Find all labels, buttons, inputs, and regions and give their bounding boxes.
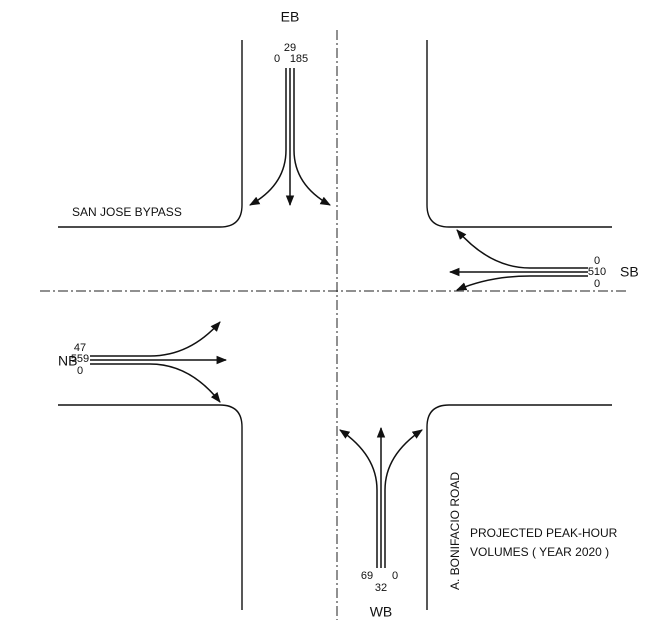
movement-arrows [90,68,588,568]
volume: 29 [284,42,296,54]
volume: 47 [74,342,86,354]
volume: 0 [594,255,600,267]
approach-label: EB [281,9,300,25]
approach-label: WB [370,604,393,620]
volume: 0 [594,278,600,290]
volume: 0 [392,570,398,582]
volume: 32 [375,582,387,594]
note: VOLUMES ( YEAR 2020 ) [470,545,609,559]
approach-label: NB [58,353,77,369]
volume: 510 [588,266,606,278]
road-name: SAN JOSE BYPASS [72,205,182,219]
road-geometry [40,30,626,620]
road-name: A. BONIFACIO ROAD [448,472,462,590]
volume: 559 [71,353,89,365]
volume: 69 [361,570,373,582]
volume: 185 [290,53,308,65]
volume: 0 [77,365,83,377]
volume: 0 [274,53,280,65]
note: PROJECTED PEAK-HOUR [470,526,618,540]
approach-label: SB [620,264,639,280]
